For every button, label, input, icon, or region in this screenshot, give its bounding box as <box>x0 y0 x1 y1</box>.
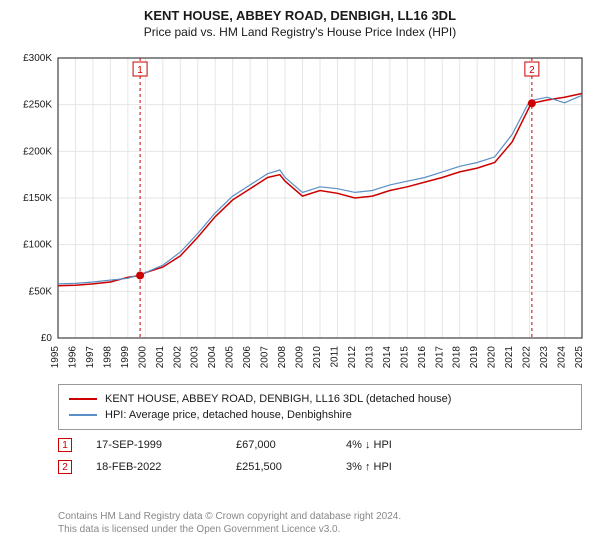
svg-text:2009: 2009 <box>295 346 306 369</box>
legend-swatch <box>69 414 97 416</box>
line-chart-svg: £0 £50K £100K £150K £200K £250K £300K 1995 1996 1… <box>8 48 592 378</box>
svg-text:2017: 2017 <box>434 346 445 369</box>
svg-text:£250K: £250K <box>23 100 52 111</box>
event-date: 17-SEP-1999 <box>96 439 236 451</box>
svg-text:2021: 2021 <box>504 346 515 369</box>
svg-text:2006: 2006 <box>242 346 253 369</box>
svg-text:£200K: £200K <box>23 146 52 157</box>
svg-text:1996: 1996 <box>67 346 78 369</box>
svg-text:2016: 2016 <box>417 346 428 369</box>
event-marker-badge: 2 <box>58 460 72 474</box>
svg-text:2025: 2025 <box>574 346 585 369</box>
event-marker-badge: 1 <box>58 438 72 452</box>
svg-text:2024: 2024 <box>557 346 568 369</box>
svg-text:2018: 2018 <box>452 346 463 369</box>
svg-text:2005: 2005 <box>225 346 236 369</box>
event-delta: 3% ↑ HPI <box>346 461 446 473</box>
svg-text:2001: 2001 <box>155 346 166 369</box>
svg-text:2008: 2008 <box>277 346 288 369</box>
svg-text:1995: 1995 <box>50 346 61 369</box>
svg-text:2012: 2012 <box>347 346 358 369</box>
svg-text:2007: 2007 <box>260 346 271 369</box>
svg-text:2020: 2020 <box>487 346 498 369</box>
legend-swatch <box>69 398 97 400</box>
event-row: 2 18-FEB-2022 £251,500 3% ↑ HPI <box>58 456 582 478</box>
svg-text:£300K: £300K <box>23 53 52 64</box>
svg-text:£0: £0 <box>41 333 53 344</box>
chart-subtitle: Price paid vs. HM Land Registry's House … <box>0 23 600 39</box>
svg-text:£100K: £100K <box>23 240 52 251</box>
legend-box: KENT HOUSE, ABBEY ROAD, DENBIGH, LL16 3D… <box>58 384 582 430</box>
legend-label: KENT HOUSE, ABBEY ROAD, DENBIGH, LL16 3D… <box>105 393 451 405</box>
event-price: £251,500 <box>236 461 346 473</box>
legend-item: HPI: Average price, detached house, Denb… <box>69 407 571 423</box>
svg-text:£150K: £150K <box>23 193 52 204</box>
legend-item: KENT HOUSE, ABBEY ROAD, DENBIGH, LL16 3D… <box>69 391 571 407</box>
svg-text:2015: 2015 <box>399 346 410 369</box>
event-row: 1 17-SEP-1999 £67,000 4% ↓ HPI <box>58 434 582 456</box>
svg-text:1997: 1997 <box>85 346 96 369</box>
svg-text:2002: 2002 <box>172 346 183 369</box>
credits-line: Contains HM Land Registry data © Crown c… <box>58 510 582 523</box>
svg-text:£50K: £50K <box>29 286 53 297</box>
event-date: 18-FEB-2022 <box>96 461 236 473</box>
events-table: 1 17-SEP-1999 £67,000 4% ↓ HPI 2 18-FEB-… <box>58 434 582 478</box>
svg-text:1998: 1998 <box>102 346 113 369</box>
svg-text:2013: 2013 <box>364 346 375 369</box>
svg-text:2000: 2000 <box>137 346 148 369</box>
svg-text:1: 1 <box>137 65 143 76</box>
credits-text: Contains HM Land Registry data © Crown c… <box>58 510 582 536</box>
credits-line: This data is licensed under the Open Gov… <box>58 523 582 536</box>
svg-text:2010: 2010 <box>312 346 323 369</box>
svg-text:2022: 2022 <box>522 346 533 369</box>
svg-text:2019: 2019 <box>469 346 480 369</box>
chart-title: KENT HOUSE, ABBEY ROAD, DENBIGH, LL16 3D… <box>0 0 600 23</box>
svg-text:2: 2 <box>529 65 535 76</box>
svg-text:2011: 2011 <box>329 346 340 368</box>
svg-text:2004: 2004 <box>207 346 218 369</box>
legend-label: HPI: Average price, detached house, Denb… <box>105 409 352 421</box>
chart-area: £0 £50K £100K £150K £200K £250K £300K 1995 1996 1… <box>8 48 592 378</box>
svg-text:2023: 2023 <box>539 346 550 369</box>
svg-text:1999: 1999 <box>120 346 131 369</box>
svg-text:2014: 2014 <box>382 346 393 369</box>
chart-container: KENT HOUSE, ABBEY ROAD, DENBIGH, LL16 3D… <box>0 0 600 560</box>
svg-text:2003: 2003 <box>190 346 201 369</box>
event-price: £67,000 <box>236 439 346 451</box>
event-delta: 4% ↓ HPI <box>346 439 446 451</box>
